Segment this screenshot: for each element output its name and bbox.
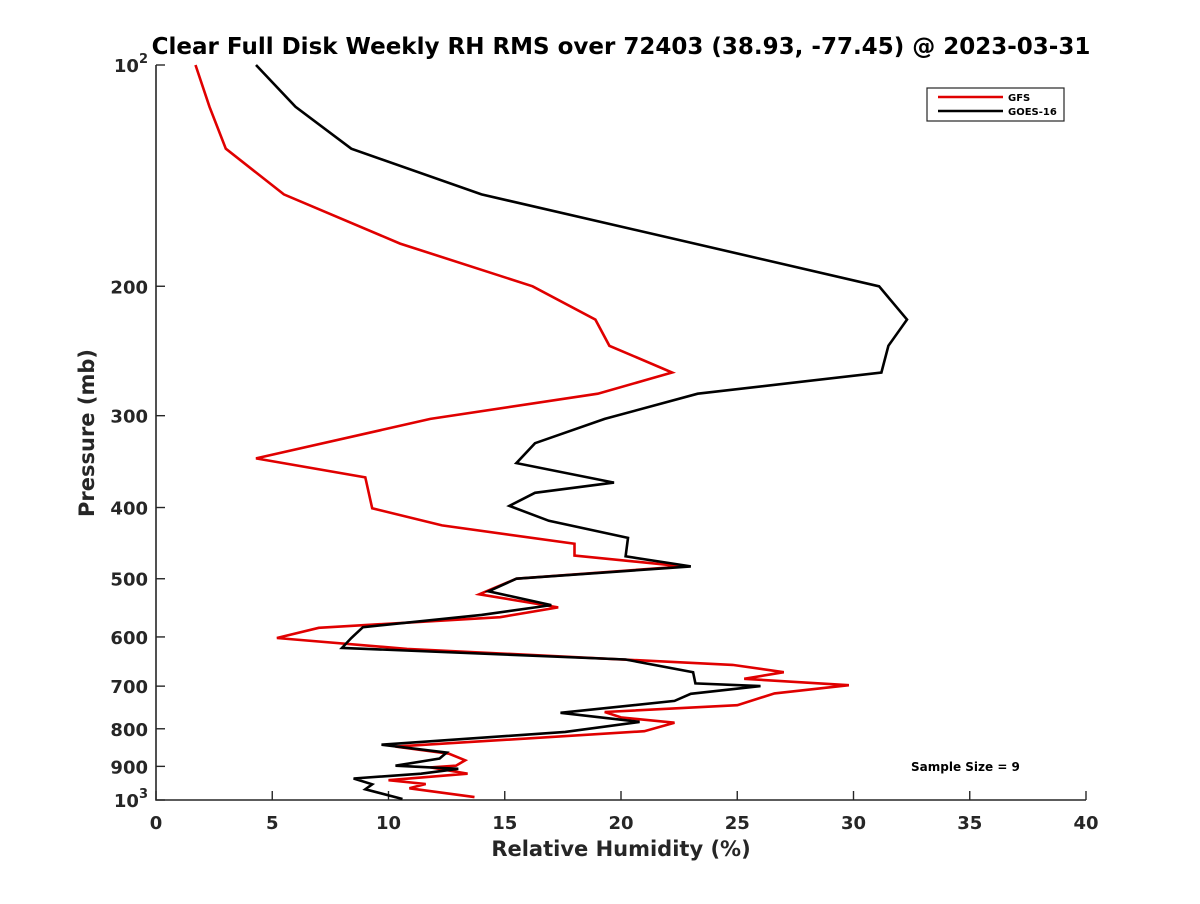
y-tick-label: 900 (110, 757, 148, 778)
x-tick-label: 25 (725, 813, 750, 834)
plot-area: 0 5 10 15 20 25 30 35 40102200300400500600700800… (110, 52, 1098, 834)
y-tick-label-exponent: 3 (139, 787, 148, 802)
x-tick-label: 5 (266, 813, 279, 834)
x-axis-label: Relative Humidity (%) (491, 837, 750, 861)
series-group (194, 64, 909, 801)
ticks-group: 0 5 10 15 20 25 30 35 40102200300400500600700800… (110, 52, 1098, 834)
legend-entries: GFS GOES-16 (938, 93, 1057, 118)
x-tick-label: 20 (608, 813, 633, 834)
y-tick-label: 600 (110, 628, 148, 649)
y-tick-label: 500 (110, 570, 148, 591)
y-tick-label: 200 (110, 277, 148, 298)
x-tick-label: 10 (376, 813, 401, 834)
x-tick-label: 15 (492, 813, 517, 834)
y-tick-label-base: 10 (114, 56, 139, 77)
y-tick-label: 700 (110, 677, 148, 698)
y-tick-label-exponent: 2 (139, 52, 148, 67)
x-tick-label: 35 (957, 813, 982, 834)
y-tick-label: 800 (110, 720, 148, 741)
y-tick-label-base: 10 (114, 791, 139, 812)
x-tick-label: 30 (841, 813, 866, 834)
y-tick-label: 300 (110, 407, 148, 428)
y-tick-label: 102 (114, 52, 148, 77)
x-tick-label: 40 (1073, 813, 1098, 834)
sample-size-annotation: Sample Size = 9 (911, 760, 1020, 774)
legend-box (926, 87, 1065, 122)
y-tick-label: 400 (110, 499, 148, 520)
series-line-gfs (194, 64, 850, 799)
series-line-goes-16 (255, 64, 909, 801)
legend-label: GFS (1008, 93, 1030, 104)
legend-label: GOES-16 (1008, 107, 1057, 118)
chart-title: Clear Full Disk Weekly RH RMS over 72403… (152, 34, 1091, 60)
x-tick-label: 0 (150, 813, 163, 834)
y-tick-label: 103 (114, 787, 148, 812)
legend: GFS GOES-16 (926, 87, 1065, 122)
y-axis-label: Pressure (mb) (75, 349, 99, 517)
